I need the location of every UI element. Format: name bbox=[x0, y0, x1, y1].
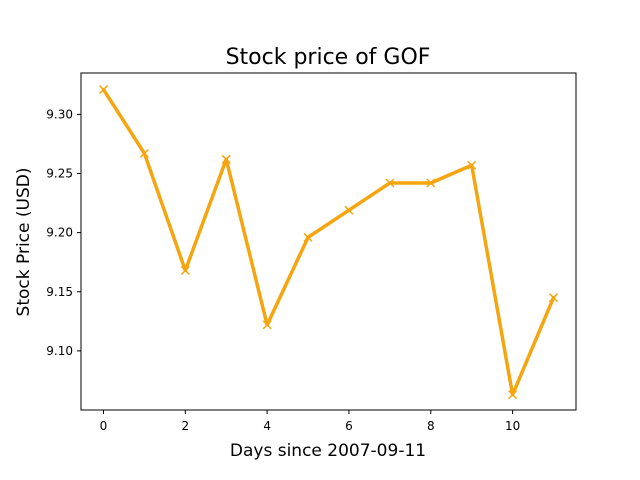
data-point-marker bbox=[548, 293, 559, 303]
x-tick-label: 10 bbox=[505, 419, 520, 433]
data-point-marker bbox=[508, 390, 518, 400]
marker-stroke bbox=[548, 293, 559, 303]
marker-stroke bbox=[262, 320, 272, 330]
marker-stroke bbox=[385, 178, 395, 188]
data-point-marker bbox=[344, 205, 354, 215]
data-point-marker bbox=[426, 178, 436, 188]
data-point-marker bbox=[98, 85, 109, 95]
plot-area bbox=[98, 85, 559, 400]
data-point-marker bbox=[385, 178, 395, 188]
y-tick-label: 9.20 bbox=[46, 226, 73, 240]
data-point-marker bbox=[467, 160, 477, 170]
x-axis-title: Days since 2007-09-11 bbox=[230, 441, 426, 461]
x-tick-label: 0 bbox=[100, 419, 108, 433]
marker-stroke bbox=[98, 85, 109, 95]
marker-stroke bbox=[180, 265, 190, 276]
marker-stroke bbox=[344, 205, 354, 215]
marker-stroke bbox=[426, 178, 436, 188]
x-tick-label: 6 bbox=[345, 419, 353, 433]
marker-stroke bbox=[508, 390, 518, 400]
y-tick-label: 9.15 bbox=[46, 285, 73, 299]
marker-stroke bbox=[303, 232, 313, 242]
marker-stroke bbox=[139, 148, 149, 158]
plot-frame bbox=[80, 72, 577, 411]
data-point-marker bbox=[221, 154, 231, 164]
series-line bbox=[101, 87, 556, 397]
data-point-marker bbox=[303, 232, 313, 242]
data-point-marker bbox=[180, 265, 190, 276]
y-tick-label: 9.30 bbox=[46, 107, 73, 121]
marker-stroke bbox=[221, 154, 231, 164]
y-axis-title: Stock Price (USD) bbox=[14, 168, 34, 317]
x-tick-label: 2 bbox=[181, 419, 189, 433]
y-tick-label: 9.10 bbox=[46, 344, 73, 358]
data-point-marker bbox=[262, 320, 272, 330]
data-point-marker bbox=[139, 148, 149, 158]
y-tick-label: 9.25 bbox=[46, 167, 73, 181]
x-tick-label: 4 bbox=[263, 419, 271, 433]
chart-title: Stock price of GOF bbox=[226, 45, 431, 70]
marker-stroke bbox=[467, 160, 477, 170]
x-tick-label: 8 bbox=[427, 419, 435, 433]
